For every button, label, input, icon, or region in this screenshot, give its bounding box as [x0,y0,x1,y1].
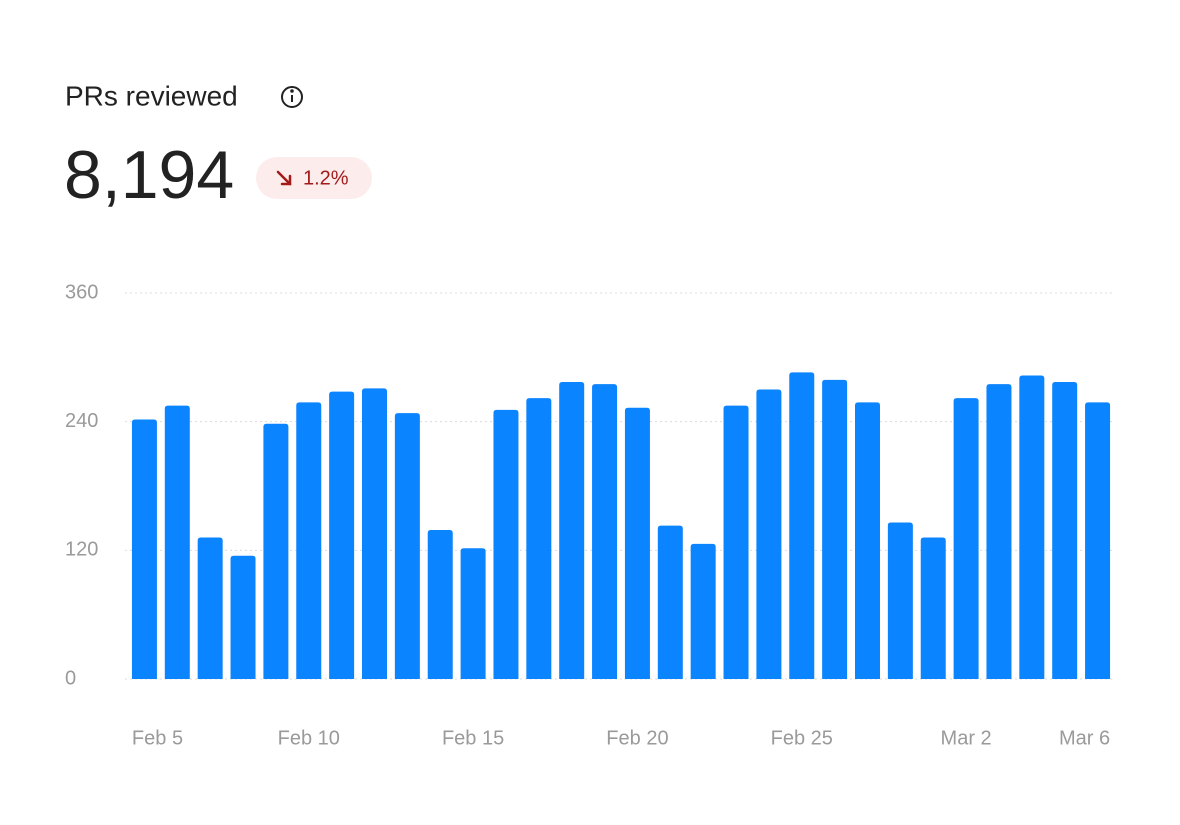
bar [920,537,946,679]
x-tick-label: Mar 2 [941,727,992,749]
bar [690,543,716,679]
bar [460,548,486,679]
bar [822,379,848,679]
x-tick-label: Feb 10 [278,727,340,749]
bar [362,388,387,679]
bar [131,419,157,679]
metric-total: 8,194 [64,137,234,213]
bar [559,381,585,679]
metric-title: PRs reviewed [65,80,238,111]
x-tick-label: Feb 5 [132,727,183,749]
x-tick-label: Feb 25 [771,727,833,749]
bar [394,413,420,679]
bar [624,407,650,679]
y-tick-label: 120 [65,539,98,561]
bar [723,405,749,679]
bar [887,522,913,679]
bar [657,525,683,679]
bar [493,409,519,679]
bar [986,384,1012,679]
change-value: 1.2% [303,167,349,189]
bar [1052,381,1078,679]
bar [756,389,782,679]
bar [1085,402,1111,679]
bar [329,391,355,679]
change-badge [256,157,372,199]
bar [197,537,223,679]
bar [164,405,190,679]
y-tick-label: 240 [65,410,98,432]
bar [427,529,453,679]
bar [230,555,256,679]
bar [592,384,618,679]
x-tick-label: Feb 15 [442,727,504,749]
y-tick-label: 360 [65,281,98,303]
bar [526,398,552,679]
bar [789,372,815,679]
bar [855,402,880,679]
bar [296,402,322,679]
info-icon[interactable] [281,86,303,108]
y-tick-label: 0 [65,667,76,689]
x-tick-label: Mar 6 [1059,727,1110,749]
x-tick-label: Feb 20 [606,727,668,749]
bar [263,423,289,679]
down-arrow-icon [276,170,292,186]
bar [953,398,979,679]
bar [1019,375,1045,679]
